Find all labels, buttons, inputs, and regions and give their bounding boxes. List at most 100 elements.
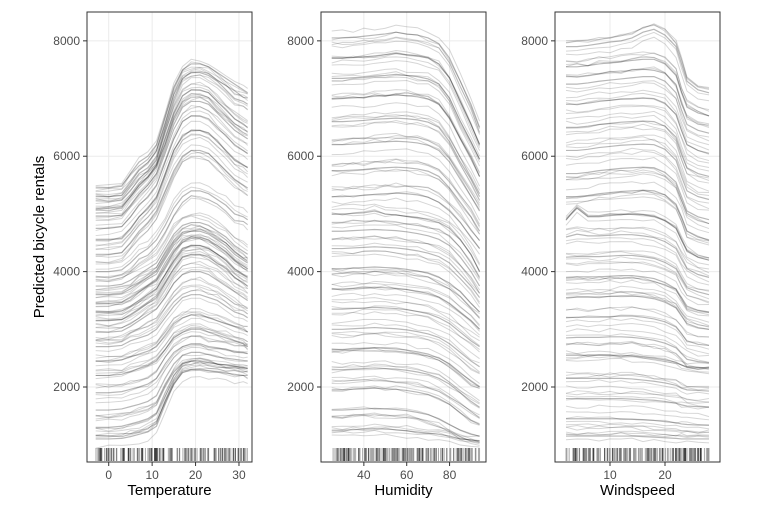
ice-line bbox=[331, 305, 480, 347]
ice-line bbox=[565, 189, 710, 242]
ice-line bbox=[331, 427, 480, 442]
ice-line bbox=[565, 207, 710, 261]
ice-line bbox=[331, 297, 480, 338]
ice-line bbox=[331, 140, 481, 212]
ice-line bbox=[95, 133, 248, 247]
ice-line bbox=[95, 269, 249, 333]
ice-line bbox=[565, 120, 710, 179]
ice-line bbox=[331, 368, 480, 409]
ice-line bbox=[95, 221, 248, 287]
ice-line bbox=[95, 368, 248, 437]
ice-line bbox=[331, 287, 480, 332]
ice-line bbox=[95, 156, 248, 264]
ice-line bbox=[565, 173, 710, 230]
ice-line bbox=[95, 360, 248, 428]
ice-line bbox=[565, 256, 710, 300]
ice-line bbox=[95, 81, 248, 202]
y-tick-label: 2000 bbox=[521, 380, 548, 394]
panel-border bbox=[86, 11, 253, 463]
ice-line bbox=[331, 306, 480, 348]
ice-line bbox=[565, 404, 710, 418]
ice-line bbox=[331, 286, 480, 330]
ice-line bbox=[565, 398, 710, 410]
x-tick-labels: 10 20 bbox=[603, 462, 672, 482]
ice-line bbox=[331, 71, 481, 161]
ice-line bbox=[95, 106, 249, 222]
gridlines bbox=[555, 12, 720, 462]
ice-line bbox=[331, 52, 481, 145]
ice-line bbox=[95, 89, 248, 209]
ice-line bbox=[331, 284, 480, 330]
ice-line bbox=[331, 407, 480, 437]
ice-line bbox=[565, 374, 710, 391]
ice-line bbox=[566, 354, 710, 369]
ice-line bbox=[566, 120, 710, 178]
ice-line bbox=[331, 224, 480, 281]
ice-line bbox=[95, 214, 248, 281]
ice-line bbox=[95, 326, 248, 377]
ice-line bbox=[565, 66, 710, 127]
ice-line bbox=[331, 331, 480, 373]
ice-line bbox=[566, 418, 709, 426]
ice-line bbox=[95, 70, 248, 197]
ice-line bbox=[95, 104, 248, 221]
ice-line bbox=[95, 58, 248, 187]
ice-line bbox=[565, 279, 710, 317]
ice-line bbox=[331, 333, 480, 375]
y-tick-labels: 2000 4000 6000 8000 bbox=[521, 34, 555, 394]
ice-line bbox=[95, 86, 248, 208]
ice-line bbox=[565, 314, 710, 346]
ice-line bbox=[565, 333, 710, 363]
ice-line bbox=[331, 269, 480, 315]
ice-line bbox=[331, 273, 480, 319]
y-tick-label: 2000 bbox=[53, 380, 80, 394]
ice-line bbox=[331, 117, 481, 197]
rug-plot bbox=[95, 448, 248, 461]
ice-line bbox=[95, 115, 248, 229]
ice-line bbox=[95, 345, 248, 404]
x-tick-label: 20 bbox=[189, 468, 203, 482]
ice-line bbox=[331, 56, 481, 148]
x-tick-labels: 40 60 80 bbox=[357, 462, 457, 482]
ice-line bbox=[565, 23, 710, 90]
ice-line bbox=[331, 24, 481, 122]
ice-line bbox=[565, 240, 710, 286]
x-tick-label: 10 bbox=[603, 468, 617, 482]
ice-line bbox=[331, 212, 481, 273]
ice-line bbox=[95, 244, 248, 314]
ice-line bbox=[331, 426, 480, 442]
ice-line bbox=[95, 136, 249, 251]
ice-lines bbox=[331, 24, 481, 448]
ice-line bbox=[95, 248, 248, 316]
panel-border bbox=[320, 11, 487, 463]
x-tick-label: 40 bbox=[357, 468, 371, 482]
ice-line bbox=[331, 322, 480, 364]
ice-line bbox=[565, 430, 710, 437]
ice-line bbox=[95, 294, 248, 348]
ice-line bbox=[331, 347, 480, 388]
ice-line bbox=[95, 190, 248, 273]
ice-line bbox=[95, 233, 248, 303]
ice-line bbox=[565, 275, 710, 313]
ice-line bbox=[95, 311, 248, 359]
ice-line bbox=[331, 360, 480, 402]
ice-line bbox=[95, 343, 248, 396]
ice-line bbox=[331, 111, 481, 191]
ice-line bbox=[95, 237, 248, 308]
ice-line bbox=[95, 96, 248, 215]
ice-line bbox=[565, 290, 710, 327]
ice-line bbox=[331, 102, 481, 187]
ice-line bbox=[565, 114, 710, 172]
ice-line bbox=[331, 413, 480, 443]
ice-line bbox=[95, 297, 248, 352]
ice-line bbox=[331, 423, 480, 438]
ice-line bbox=[95, 244, 248, 312]
ice-line bbox=[565, 315, 710, 347]
ice-line bbox=[565, 261, 710, 303]
ice-line bbox=[95, 212, 248, 278]
ice-line bbox=[331, 205, 481, 266]
ice-line bbox=[95, 376, 248, 449]
ice-line bbox=[95, 323, 248, 371]
ice-line bbox=[331, 364, 480, 405]
